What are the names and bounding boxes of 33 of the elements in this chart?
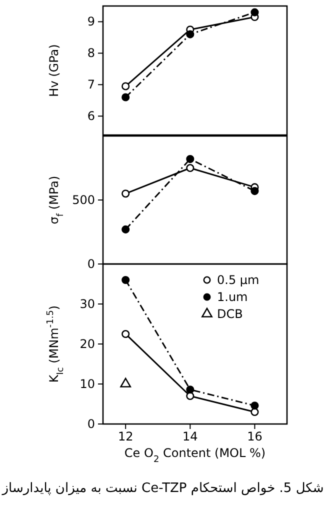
y-tick-label: 20 — [80, 336, 95, 351]
point — [122, 82, 130, 90]
legend-label: DCB — [217, 307, 243, 321]
x-tick-label: 14 — [182, 430, 198, 444]
point — [250, 8, 259, 16]
x-tick-label: 12 — [118, 430, 134, 444]
y-tick-label: 7 — [87, 78, 95, 92]
point — [186, 30, 194, 38]
point — [122, 330, 130, 338]
point — [186, 392, 194, 400]
y-tick-label: 0 — [87, 256, 95, 271]
x-axis-title: Ce O$_{2}$ Content (MOL %) — [124, 446, 266, 465]
point — [186, 164, 194, 172]
point — [122, 190, 130, 198]
point — [122, 93, 130, 102]
y-tick-label: 0 — [87, 416, 95, 431]
y-tick-label: 30 — [80, 296, 95, 311]
text: شکل 5. خواص استحکام Ce-TZP نسبت به میزان پایدارساز — [1, 481, 324, 496]
y-tick-label: 9 — [87, 14, 95, 29]
point — [186, 155, 194, 164]
y-tick-label: 6 — [87, 108, 95, 123]
point — [250, 402, 259, 410]
y-axis-title: Hv (GPa) — [47, 44, 61, 97]
legend-label: 0.5 μm — [217, 273, 260, 287]
x-tick-label: 16 — [247, 430, 262, 444]
point — [122, 276, 130, 284]
legend-label: 1.um — [217, 290, 248, 304]
y-tick-label: 10 — [80, 376, 95, 391]
point — [250, 187, 259, 196]
point — [186, 386, 194, 394]
y-tick-label: 8 — [87, 46, 95, 60]
y-tick-label: 500 — [72, 192, 95, 207]
point — [122, 225, 130, 234]
